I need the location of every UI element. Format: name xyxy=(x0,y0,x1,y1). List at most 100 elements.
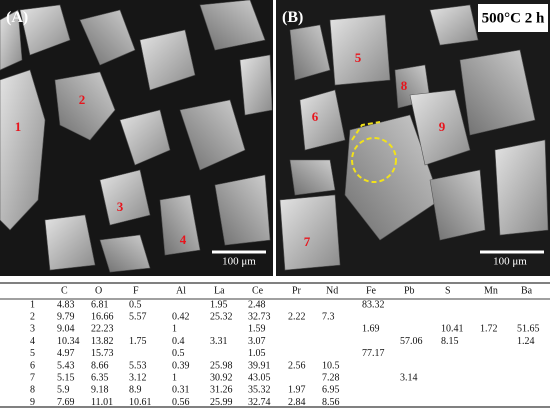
table: C O F Al La Ce Pr Nd Fe Pb S Mn Ba 1 4.83 6.81 0.5 1.95 2.… xyxy=(30,285,540,408)
table-cell: 8.66 xyxy=(91,360,109,371)
particle xyxy=(459,49,536,136)
table-cell: 5.53 xyxy=(129,360,147,371)
table-cell: 3.07 xyxy=(248,336,266,347)
table-cell: 5.43 xyxy=(57,360,75,371)
table-cell: 1.97 xyxy=(288,385,306,396)
particle xyxy=(99,234,151,273)
table-cell: 3.14 xyxy=(400,372,418,383)
particle xyxy=(0,69,46,231)
table-cell: 0.42 xyxy=(172,311,190,322)
table-cell: 35.32 xyxy=(248,385,271,396)
scale-label: 100 μm xyxy=(222,256,256,268)
table-cell: 6.81 xyxy=(91,299,109,310)
table-cell: 0.39 xyxy=(172,360,190,371)
table-cell: 0.4 xyxy=(172,336,185,347)
column-header: S xyxy=(445,285,451,296)
point-label: 5 xyxy=(355,50,362,65)
particles xyxy=(0,0,549,273)
particle xyxy=(19,4,71,56)
point-label: 4 xyxy=(180,232,187,247)
table-cell: 8.56 xyxy=(322,397,340,408)
particle xyxy=(199,0,266,51)
table-cell: 77.17 xyxy=(362,348,385,359)
table-cell: 13.82 xyxy=(91,336,114,347)
column-header: C xyxy=(61,285,68,296)
column-header: Ba xyxy=(521,285,533,296)
particle xyxy=(279,194,341,271)
particle xyxy=(54,71,116,141)
table-cell: 8.15 xyxy=(441,336,459,347)
table-cell: 9.04 xyxy=(57,324,75,335)
table-cell: 0.56 xyxy=(172,397,190,408)
point-label: 7 xyxy=(304,234,311,249)
table-cell: 25.98 xyxy=(210,360,233,371)
table-cell: 2.22 xyxy=(288,311,306,322)
table-cell: 6.35 xyxy=(91,372,109,383)
table-cell: 16.66 xyxy=(91,311,114,322)
particle xyxy=(344,114,441,241)
table-cell: 6.95 xyxy=(322,385,340,396)
column-header: F xyxy=(133,285,139,296)
table-cell: 3.31 xyxy=(210,336,228,347)
point-label: 8 xyxy=(401,78,408,93)
table-cell: 1 xyxy=(172,324,177,335)
row-label: 8 xyxy=(30,385,35,396)
table-cell: 1 xyxy=(172,372,177,383)
table-cell: 9.79 xyxy=(57,311,75,322)
highlight-circle xyxy=(351,137,397,183)
table-cell: 7.3 xyxy=(322,311,335,322)
particle xyxy=(99,169,151,226)
point-labels: 1 2 3 4 5 6 7 8 9 xyxy=(15,50,446,249)
particle xyxy=(239,54,273,116)
table-cell: 83.32 xyxy=(362,299,385,310)
panel-label: (B) xyxy=(282,9,303,26)
particle xyxy=(0,9,23,71)
point-label: 2 xyxy=(79,92,86,107)
table-cell: 0.5 xyxy=(129,299,142,310)
table-cell: 8.9 xyxy=(129,385,142,396)
condition-label: 500°C 2 h xyxy=(482,10,545,26)
table-cell: 1.05 xyxy=(248,348,266,359)
particle xyxy=(159,194,201,256)
table-cell: 4.97 xyxy=(57,348,75,359)
table-cell: 3.12 xyxy=(129,372,147,383)
table-cell: 1.24 xyxy=(517,336,535,347)
table-cell: 32.74 xyxy=(248,397,271,408)
particle xyxy=(494,139,549,236)
column-header: O xyxy=(95,285,102,296)
table-cell: 32.73 xyxy=(248,311,271,322)
particle xyxy=(429,4,479,46)
table-cell: 10.41 xyxy=(441,324,464,335)
table-cell: 25.32 xyxy=(210,311,233,322)
table-cell: 2.48 xyxy=(248,299,266,310)
table-cell: 7.28 xyxy=(322,372,340,383)
table-cell: 15.73 xyxy=(91,348,114,359)
row-label: 3 xyxy=(30,324,35,335)
column-header: La xyxy=(214,285,225,296)
particle xyxy=(289,24,331,81)
row-label: 1 xyxy=(30,299,35,310)
table-cell: 1.59 xyxy=(248,324,266,335)
table-cell: 5.57 xyxy=(129,311,147,322)
table-cell: 11.01 xyxy=(91,397,113,408)
row-label: 5 xyxy=(30,348,35,359)
point-label: 6 xyxy=(312,109,319,124)
table-cell: 2.56 xyxy=(288,360,306,371)
particle xyxy=(139,29,196,91)
row-label: 6 xyxy=(30,360,35,371)
particle xyxy=(429,169,486,241)
particle xyxy=(79,9,136,66)
point-label: 9 xyxy=(439,119,446,134)
table-cell: 5.9 xyxy=(57,385,70,396)
table-cell: 0.31 xyxy=(172,385,190,396)
table-cell: 1.75 xyxy=(129,336,147,347)
row-label: 2 xyxy=(30,311,35,322)
table-cell: 0.5 xyxy=(172,348,185,359)
point-label: 3 xyxy=(117,199,124,214)
table-cell: 4.83 xyxy=(57,299,75,310)
table-cell: 1.95 xyxy=(210,299,228,310)
table-cell: 51.65 xyxy=(517,324,540,335)
highlight-path xyxy=(351,121,381,141)
column-header: Pr xyxy=(292,285,302,296)
